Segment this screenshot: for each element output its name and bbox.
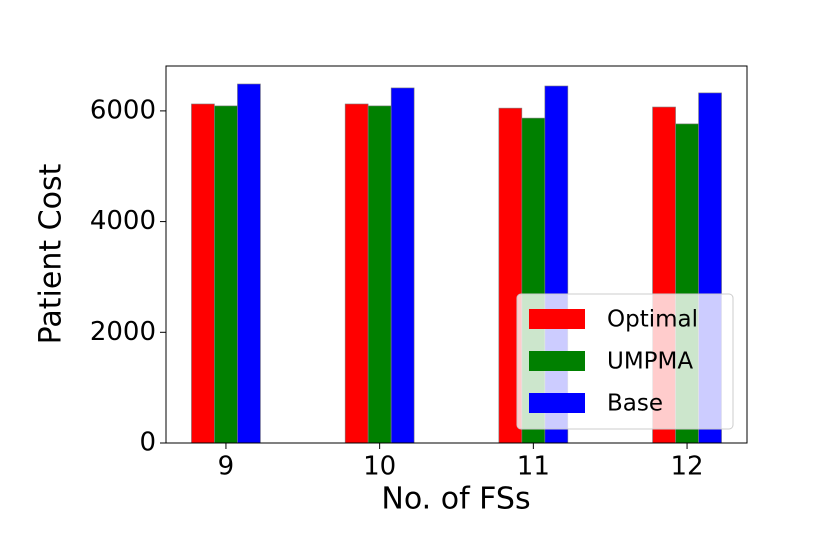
bar	[367, 105, 392, 444]
bar	[214, 105, 238, 444]
x-tick-label: 11	[517, 452, 550, 482]
x-tick-label: 12	[671, 452, 704, 482]
legend-swatch	[529, 309, 585, 329]
legend-swatch	[529, 393, 585, 413]
plot-frame	[165, 65, 748, 444]
x-tick-label: 9	[218, 452, 235, 482]
legend-label: Optimal	[607, 307, 698, 333]
y-axis-label: Patient Cost	[34, 163, 69, 344]
legend-swatch	[529, 351, 585, 371]
x-tick-label: 10	[363, 452, 396, 482]
y-tick-label: 6000	[90, 95, 156, 125]
bar	[344, 103, 369, 444]
y-tick-label: 0	[139, 428, 156, 458]
bar	[390, 87, 415, 444]
legend-label: UMPMA	[607, 349, 693, 375]
legend-label: Base	[607, 391, 663, 417]
y-tick-label: 2000	[90, 317, 156, 347]
bar	[191, 103, 215, 444]
y-tick-label: 4000	[90, 206, 156, 236]
bar	[237, 83, 261, 444]
legend: Optimal UMPMA Base	[516, 293, 734, 430]
x-axis-label: No. of FSs	[381, 482, 530, 517]
